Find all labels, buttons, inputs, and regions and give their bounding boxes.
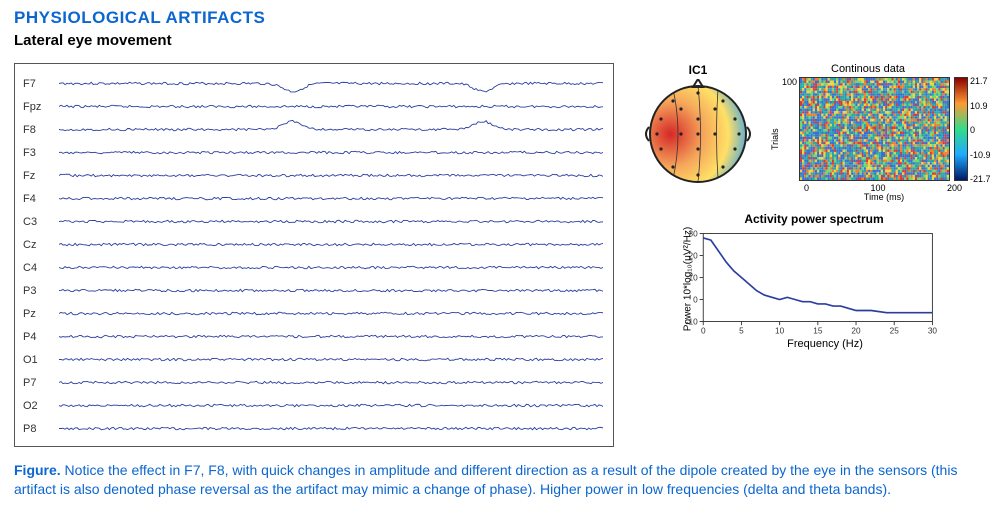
eeg-trace [59,118,603,141]
eeg-trace [59,256,603,279]
continuous-xlabel: Time (ms) [782,192,968,202]
spectrum-ylabel: Power 10*log₁₀(μV²/Hz) [683,227,694,331]
svg-text:25: 25 [890,326,900,335]
eeg-channel-label: Pz [23,308,53,320]
subtitle: Lateral eye movement [14,32,986,49]
eeg-trace [59,187,603,210]
continuous-wrap: Continous data Trials 100 21.710.90-10.9… [768,63,968,202]
eeg-channel-label: P3 [23,285,53,297]
content: F7 Fpz F8 F3 Fz F4 C3 Cz C4 P3 Pz P4 O1 P7 O2 P8 IC1 [14,63,986,447]
topomap [643,79,753,189]
svg-text:0: 0 [701,326,706,335]
eeg-trace [59,371,603,394]
figure-label: Figure. [14,462,61,478]
right-panel: IC1 [638,63,968,447]
eeg-trace [59,141,603,164]
eeg-channel-label: F3 [23,147,53,159]
eeg-channel-label: Fz [23,170,53,182]
eeg-channel-label: Cz [23,239,53,251]
continuous-ytick-top: 100 [782,77,799,87]
eeg-channel-label: P8 [23,423,53,435]
svg-text:10: 10 [775,326,785,335]
spectrum-xlabel: Frequency (Hz) [660,338,968,350]
eeg-channel-label: O1 [23,354,53,366]
continuous-title: Continous data [768,63,968,75]
svg-text:30: 30 [928,326,938,335]
eeg-trace [59,302,603,325]
eeg-channel-label: O2 [23,400,53,412]
svg-text:5: 5 [739,326,744,335]
colorbar: 21.710.90-10.9-21.7 [954,77,968,181]
eeg-trace [59,325,603,348]
eeg-trace [59,417,603,440]
eeg-trace [59,95,603,118]
eeg-trace [59,233,603,256]
continuous-heatmap [799,77,950,181]
topomap-wrap: IC1 [638,63,758,189]
spectrum-chart: -100102030051015202530 [660,228,950,338]
continuous-ylabel: Trials [768,77,782,202]
eeg-trace [59,394,603,417]
eeg-channel-label: P4 [23,331,53,343]
eeg-channel-label: F4 [23,193,53,205]
figure-caption: Figure. Notice the effect in F7, F8, wit… [14,461,986,499]
topomap-title: IC1 [638,63,758,77]
eeg-channel-label: C4 [23,262,53,274]
eeg-channel-label: P7 [23,377,53,389]
spectrum-title: Activity power spectrum [660,212,968,226]
colorbar-ticks: 21.710.90-10.9-21.7 [970,76,991,184]
svg-text:20: 20 [851,326,861,335]
spectrum-wrap: Activity power spectrum Power 10*log₁₀(μ… [638,208,968,350]
eeg-trace [59,210,603,233]
eeg-channel-label: C3 [23,216,53,228]
eeg-trace [59,279,603,302]
eeg-channel-label: F8 [23,124,53,136]
eeg-trace [59,72,603,95]
eeg-channel-label: F7 [23,78,53,90]
svg-text:15: 15 [813,326,823,335]
eeg-trace [59,164,603,187]
eeg-trace [59,348,603,371]
section-title: PHYSIOLOGICAL ARTIFACTS [14,8,986,28]
eeg-panel: F7 Fpz F8 F3 Fz F4 C3 Cz C4 P3 Pz P4 O1 P7 O2 P8 [14,63,614,447]
svg-text:0: 0 [693,295,698,304]
figure-text: Notice the effect in F7, F8, with quick … [14,462,957,497]
eeg-channel-label: Fpz [23,101,53,113]
top-row: IC1 [638,63,968,202]
